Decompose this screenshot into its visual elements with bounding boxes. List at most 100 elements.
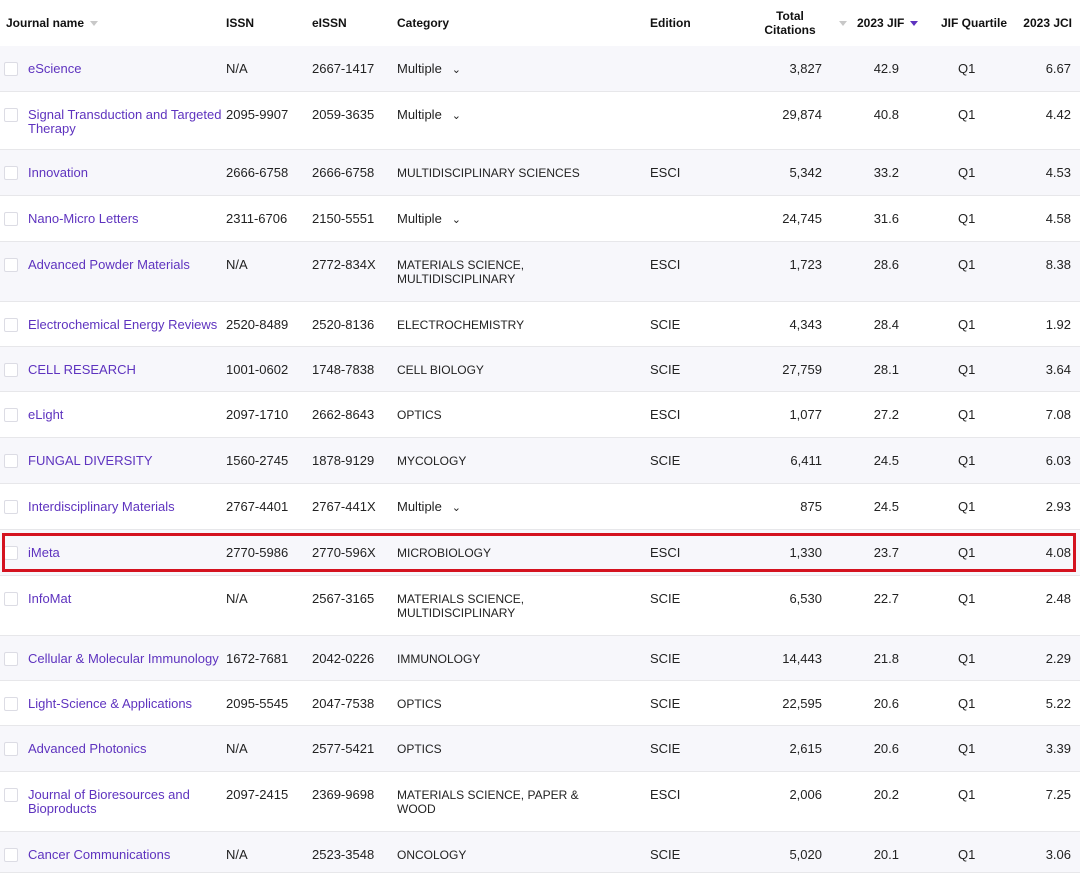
eissn-value: 2770-596X	[312, 545, 376, 560]
row-checkbox[interactable]	[4, 212, 18, 226]
eissn-value: 2059-3635	[312, 107, 375, 122]
table-row: Cancer Communications N/A 2523-3548 ONCO…	[0, 832, 1080, 873]
col-edition[interactable]: Edition	[650, 0, 691, 46]
col-edition-label: Edition	[650, 16, 691, 30]
eissn-value: 2772-834X	[312, 257, 376, 272]
row-checkbox[interactable]	[4, 318, 18, 332]
col-issn[interactable]: ISSN	[226, 0, 254, 46]
journal-name-link[interactable]: Light-Science & Applications	[28, 696, 193, 711]
jif-value: 24.5	[873, 499, 899, 514]
sort-down-icon[interactable]	[839, 20, 847, 26]
col-category[interactable]: Category	[397, 0, 449, 46]
row-checkbox[interactable]	[4, 363, 18, 377]
row-checkbox[interactable]	[4, 788, 18, 802]
issn-value: 2767-4401	[226, 499, 289, 514]
category-cell[interactable]: Multiple ⌄	[397, 62, 607, 77]
chevron-down-icon[interactable]: ⌄	[451, 214, 462, 226]
col-jif[interactable]: 2023 JIF	[857, 0, 919, 46]
journal-name-link[interactable]: Innovation	[28, 165, 88, 180]
category-cell[interactable]: Multiple ⌄	[397, 108, 607, 123]
journal-name-link[interactable]: eScience	[28, 61, 82, 76]
sort-down-icon[interactable]	[90, 20, 99, 26]
row-checkbox[interactable]	[4, 697, 18, 711]
jci-value: 3.06	[1045, 847, 1071, 862]
jci-value: 2.29	[1045, 651, 1071, 666]
journal-name-link[interactable]: Cancer Communications	[28, 847, 171, 862]
total-citations-value: 14,443	[782, 651, 822, 666]
total-citations-value: 875	[800, 499, 822, 514]
total-citations-value: 5,020	[789, 847, 822, 862]
row-checkbox[interactable]	[4, 652, 18, 666]
row-checkbox[interactable]	[4, 742, 18, 756]
jci-value: 4.58	[1045, 211, 1071, 226]
col-journal-name[interactable]: Journal name	[6, 0, 99, 46]
row-checkbox[interactable]	[4, 62, 18, 76]
row-checkbox[interactable]	[4, 500, 18, 514]
col-eissn[interactable]: eISSN	[312, 0, 347, 46]
journal-name-link[interactable]: Cellular & Molecular Immunology	[28, 651, 219, 666]
edition-value: SCIE	[650, 317, 681, 332]
edition-value: SCIE	[650, 847, 681, 862]
jci-value: 3.39	[1045, 741, 1071, 756]
category-cell[interactable]: Multiple ⌄	[397, 500, 607, 515]
row-checkbox[interactable]	[4, 108, 18, 122]
chevron-down-icon[interactable]: ⌄	[451, 502, 462, 514]
eissn-value: 2150-5551	[312, 211, 375, 226]
quartile-value: Q1	[958, 847, 976, 862]
jif-value: 20.6	[873, 741, 899, 756]
table-row: iMeta 2770-5986 2770-596X MICROBIOLOGY E…	[0, 530, 1080, 576]
jif-value: 28.4	[873, 317, 899, 332]
chevron-down-icon[interactable]: ⌄	[451, 110, 462, 122]
total-citations-value: 27,759	[782, 362, 822, 377]
edition-value: SCIE	[650, 453, 681, 468]
col-quartile[interactable]: JIF Quartile	[941, 0, 1007, 46]
chevron-down-icon[interactable]: ⌄	[451, 64, 462, 76]
total-citations-value: 1,723	[789, 257, 822, 272]
journal-name-link[interactable]: Signal Transduction and Targeted Therapy	[28, 107, 222, 136]
col-issn-label: ISSN	[226, 16, 255, 30]
row-checkbox[interactable]	[4, 848, 18, 862]
row-checkbox[interactable]	[4, 546, 18, 560]
quartile-value: Q1	[958, 651, 976, 666]
edition-value: SCIE	[650, 591, 681, 606]
row-checkbox[interactable]	[4, 166, 18, 180]
sort-active-down-icon[interactable]	[910, 20, 919, 26]
row-checkbox[interactable]	[4, 454, 18, 468]
category-cell[interactable]: Multiple ⌄	[397, 212, 607, 227]
quartile-value: Q1	[958, 591, 976, 606]
col-total-citations[interactable]: Total Citations	[752, 0, 828, 46]
journal-name-link[interactable]: Interdisciplinary Materials	[28, 499, 175, 514]
col-category-label: Category	[397, 16, 450, 30]
journal-name-link[interactable]: Nano-Micro Letters	[28, 211, 139, 226]
journal-name-link[interactable]: CELL RESEARCH	[28, 362, 136, 377]
issn-value: 2097-1710	[226, 407, 289, 422]
table-row: Electrochemical Energy Reviews 2520-8489…	[0, 302, 1080, 347]
category-cell: OPTICS	[397, 697, 607, 711]
row-checkbox[interactable]	[4, 408, 18, 422]
journal-name-link[interactable]: Journal of Bioresources and Bioproducts	[28, 787, 190, 816]
col-total-citations-sort[interactable]	[833, 0, 847, 46]
journal-name-link[interactable]: FUNGAL DIVERSITY	[28, 453, 153, 468]
jif-value: 21.8	[873, 651, 899, 666]
table-row: Advanced Photonics N/A 2577-5421 OPTICS …	[0, 726, 1080, 772]
journal-name-link[interactable]: eLight	[28, 407, 64, 422]
quartile-value: Q1	[958, 257, 976, 272]
journal-name-link[interactable]: Electrochemical Energy Reviews	[28, 317, 218, 332]
row-checkbox[interactable]	[4, 258, 18, 272]
jci-value: 4.08	[1045, 545, 1071, 560]
jif-value: 24.5	[873, 453, 899, 468]
journal-name-link[interactable]: iMeta	[28, 545, 60, 560]
row-checkbox[interactable]	[4, 592, 18, 606]
journal-name-link[interactable]: InfoMat	[28, 591, 72, 606]
category-label: IMMUNOLOGY	[397, 652, 481, 666]
journal-name-link[interactable]: Advanced Powder Materials	[28, 257, 190, 272]
eissn-value: 2567-3165	[312, 591, 375, 606]
eissn-value: 1878-9129	[312, 453, 375, 468]
col-quartile-label: JIF Quartile	[941, 16, 1008, 30]
category-cell: OPTICS	[397, 742, 607, 756]
eissn-value: 1748-7838	[312, 362, 375, 377]
category-cell: CELL BIOLOGY	[397, 363, 607, 377]
journal-name-link[interactable]: Advanced Photonics	[28, 741, 147, 756]
table-row: FUNGAL DIVERSITY 1560-2745 1878-9129 MYC…	[0, 438, 1080, 484]
col-jci[interactable]: 2023 JCI	[1023, 0, 1072, 46]
